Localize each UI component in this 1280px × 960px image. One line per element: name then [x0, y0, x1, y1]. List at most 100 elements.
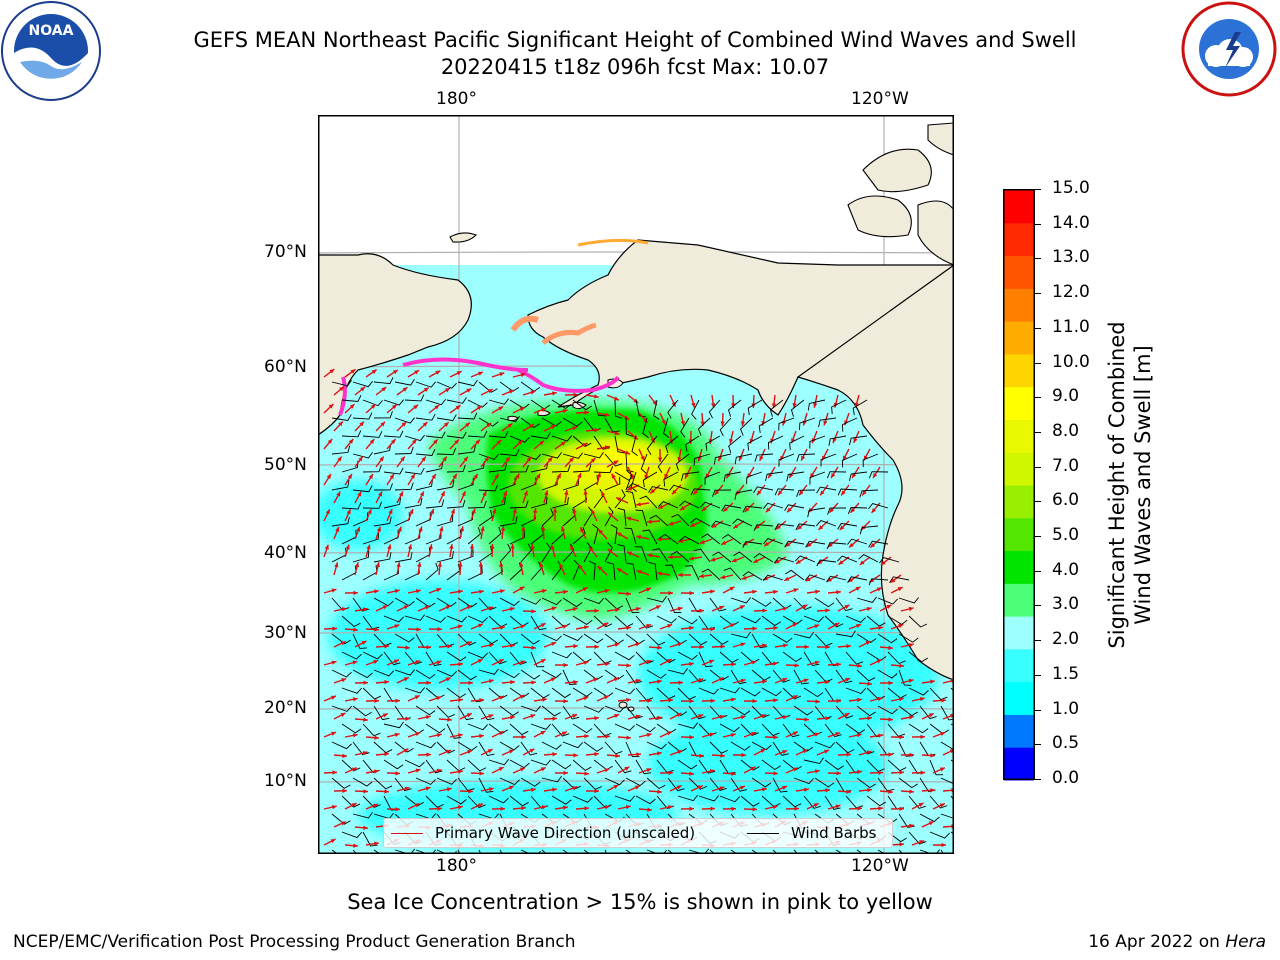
- wind-barb: [898, 777, 918, 789]
- wind-barb: [646, 705, 663, 720]
- wave-arrow-head: [346, 509, 351, 515]
- wave-arrow-head: [434, 405, 440, 410]
- wind-barb: [415, 597, 436, 608]
- wind-barb: [331, 379, 352, 387]
- wave-arrow-head: [526, 456, 532, 462]
- wave-arrow-head: [940, 731, 946, 737]
- wave-arrow-head: [624, 450, 630, 455]
- wind-barb: [425, 461, 444, 473]
- wind-barb: [362, 464, 382, 473]
- wind-barb: [373, 777, 393, 790]
- wind-barb: [680, 417, 690, 438]
- wave-arrow-head: [359, 421, 364, 427]
- wave-arrow-head: [509, 715, 515, 720]
- wave-arrow-head: [909, 823, 914, 829]
- colorbar-cell: [1004, 353, 1034, 388]
- wave-arrow-head: [857, 806, 862, 811]
- colorbar-title-line2: Wind Waves and Swell [m]: [1131, 345, 1155, 625]
- wave-arrow-head: [762, 643, 767, 648]
- wind-barb: [373, 705, 390, 721]
- wave-arrow-head: [709, 659, 715, 664]
- wave-arrow-head: [753, 558, 759, 563]
- lat-tick-10n: 10°N: [264, 771, 307, 791]
- wave-arrow-head: [494, 473, 499, 479]
- wind-barb: [847, 576, 868, 583]
- wind-barb: [614, 759, 632, 774]
- wave-arrow-head: [551, 391, 557, 396]
- wind-barb: [929, 831, 950, 839]
- wind-barb: [675, 453, 690, 471]
- wave-arrow-head: [601, 491, 606, 497]
- wind-barb: [530, 723, 551, 730]
- wind-barb: [457, 669, 477, 681]
- wave-arrow-head: [457, 805, 463, 810]
- wind-barb: [709, 633, 729, 645]
- wave-arrow-head: [698, 678, 704, 683]
- wind-barb: [625, 669, 643, 684]
- wave-arrow-head: [458, 589, 463, 594]
- colorbar-tick-label: 4.0: [1052, 559, 1080, 580]
- wave-arrow-head: [604, 768, 610, 773]
- wave-arrow-head: [395, 771, 400, 776]
- wind-barb: [436, 669, 457, 677]
- wave-arrow-head: [436, 588, 442, 593]
- wind-barb: [488, 795, 509, 804]
- wave-arrow-head: [353, 843, 358, 848]
- wave-arrow-head: [403, 748, 409, 753]
- colorbar-tick-mark: [1035, 501, 1041, 503]
- wind-barb: [509, 687, 530, 698]
- wave-arrow-head: [335, 526, 340, 532]
- wave-arrow-head: [930, 753, 935, 758]
- wind-barb: [670, 550, 690, 563]
- wave-arrow-head: [520, 660, 526, 665]
- wind-barb: [826, 542, 847, 550]
- wave-arrow-head: [804, 644, 809, 650]
- wave-arrow-head: [414, 370, 420, 375]
- wave-arrow-head: [455, 405, 461, 410]
- wave-arrow-head: [867, 716, 872, 721]
- wind-barb: [824, 759, 845, 771]
- wave-arrow-head: [583, 625, 589, 630]
- map-legend: Primary Wave Direction (unscaled) Wind B…: [383, 818, 893, 848]
- wave-arrow-head: [857, 769, 862, 775]
- wave-arrow-head: [521, 805, 526, 811]
- colorbar-cell: [1004, 452, 1034, 486]
- wave-arrow-head: [751, 731, 757, 737]
- wave-arrow-head: [897, 587, 903, 592]
- map-frame: [318, 115, 954, 854]
- wave-arrow-head: [467, 749, 473, 755]
- wave-arrow-head: [563, 805, 568, 810]
- wind-barb: [499, 705, 520, 717]
- wave-arrow-head: [446, 787, 452, 792]
- wind-barb: [362, 831, 378, 847]
- wind-barb: [541, 705, 561, 717]
- wind-barb: [824, 795, 841, 810]
- wave-arrow-head: [402, 387, 408, 392]
- wind-barb: [425, 723, 446, 734]
- colorbar-tick-label: 13.0: [1052, 247, 1090, 268]
- wave-arrow-head: [457, 733, 463, 738]
- wave-arrow-head: [405, 645, 410, 650]
- wave-arrow-head: [384, 751, 389, 757]
- wind-barb: [677, 615, 698, 625]
- colorbar-tick-mark: [1035, 466, 1041, 468]
- wind-barb: [793, 777, 814, 785]
- wave-arrow-head: [588, 546, 594, 552]
- wave-arrow-head: [787, 507, 792, 513]
- wave-arrow-head: [443, 422, 449, 427]
- wave-arrow-head: [698, 714, 704, 719]
- wave-arrow-head: [498, 767, 504, 772]
- wind-barb: [733, 551, 753, 563]
- wind-barb: [940, 813, 954, 819]
- wind-barb: [541, 775, 562, 783]
- wind-barb: [551, 795, 572, 805]
- wind-barb: [919, 813, 940, 823]
- wind-barb: [509, 500, 529, 509]
- wave-arrow-head: [500, 806, 505, 811]
- wave-arrow-head: [878, 733, 883, 738]
- wind-barb: [789, 435, 805, 451]
- wind-barb: [331, 669, 352, 678]
- wind-barb: [793, 632, 814, 639]
- wind-barb: [624, 527, 637, 545]
- wave-arrow-head: [825, 679, 830, 685]
